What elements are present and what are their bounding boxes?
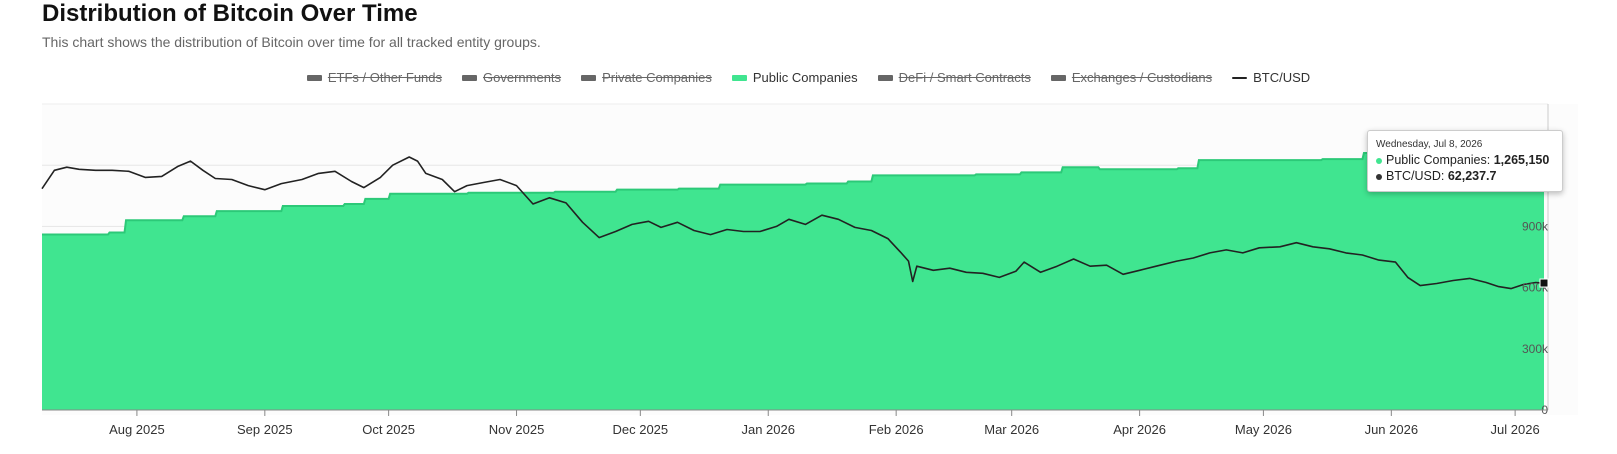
hover-marker-btc-usd (1539, 278, 1549, 288)
legend-label: BTC/USD (1253, 70, 1311, 85)
legend-swatch (462, 74, 478, 81)
tooltip-dot (1376, 157, 1382, 164)
tooltip-label: Public Companies: (1386, 153, 1491, 167)
legend-item-defi[interactable]: DeFi / Smart Contracts (877, 70, 1031, 85)
legend-label: ETFs / Other Funds (327, 70, 443, 85)
tooltip-row-btc-usd: BTC/USD: 62,237.7 (1376, 169, 1497, 183)
legend-item-etfs[interactable]: ETFs / Other Funds (306, 70, 443, 85)
x-tick-label: Jun 2026 (1365, 422, 1419, 437)
tooltip-value: 1,265,150 (1493, 153, 1550, 167)
legend-swatch (1232, 76, 1248, 79)
tooltip-row-public-companies: Public Companies: 1,265,150 (1376, 153, 1549, 167)
x-tick-label: Mar 2026 (984, 422, 1039, 437)
x-tick-label: Jul 2026 (1491, 422, 1540, 437)
x-tick-label: Apr 2026 (1113, 422, 1166, 437)
x-tick-label: Dec 2025 (612, 422, 668, 437)
x-axis: Aug 2025 Sep 2025 Oct 2025 Nov 2025 Dec 2025… (42, 409, 1548, 437)
x-tick-label: Nov 2025 (489, 422, 545, 437)
legend-label: Public Companies (752, 70, 858, 85)
area-public-companies-edge (42, 150, 1546, 236)
tooltip-label: BTC/USD: (1386, 169, 1445, 183)
tooltip-dot (1376, 173, 1382, 180)
x-tick-label: Feb 2026 (869, 422, 924, 437)
line-series (41, 156, 1545, 290)
chart-tooltip: Wednesday, Jul 8, 2026 Public Companies:… (1367, 130, 1563, 192)
tooltip-date: Wednesday, Jul 8, 2026 (1376, 139, 1483, 150)
legend-swatch (877, 74, 893, 81)
legend-swatch (731, 74, 747, 81)
line-btc-usd (41, 156, 1545, 290)
area-public-companies (42, 151, 1546, 410)
legend-swatch (581, 74, 597, 81)
page-subtitle: This chart shows the distribution of Bit… (42, 34, 541, 50)
legend-item-exchanges[interactable]: Exchanges / Custodians (1050, 70, 1213, 85)
chart-legend: ETFs / Other Funds Governments Private C… (0, 70, 1617, 85)
legend-item-public-companies[interactable]: Public Companies (731, 70, 858, 85)
x-tick-label: Sep 2025 (237, 422, 293, 437)
x-tick-label: Aug 2025 (109, 422, 165, 437)
legend-item-governments[interactable]: Governments (462, 70, 561, 85)
x-tick-label: Jan 2026 (741, 422, 795, 437)
legend-item-btc-usd[interactable]: BTC/USD (1232, 70, 1310, 85)
legend-label: Exchanges / Custodians (1071, 70, 1213, 85)
area-series (42, 150, 1546, 410)
legend-label: Private Companies (602, 70, 712, 85)
page-title: Distribution of Bitcoin Over Time (42, 0, 418, 27)
legend-swatch (1050, 74, 1066, 81)
legend-label: Governments (483, 70, 562, 85)
x-tick-label: May 2026 (1235, 422, 1292, 437)
tooltip-value: 62,237.7 (1447, 169, 1497, 183)
legend-swatch (306, 74, 322, 81)
legend-item-private-companies[interactable]: Private Companies (581, 70, 712, 85)
x-tick-label: Oct 2025 (362, 422, 415, 437)
y-tick-label: 300k (1522, 342, 1549, 356)
y-tick-label: 900k (1522, 219, 1549, 233)
legend-label: DeFi / Smart Contracts (898, 70, 1031, 85)
